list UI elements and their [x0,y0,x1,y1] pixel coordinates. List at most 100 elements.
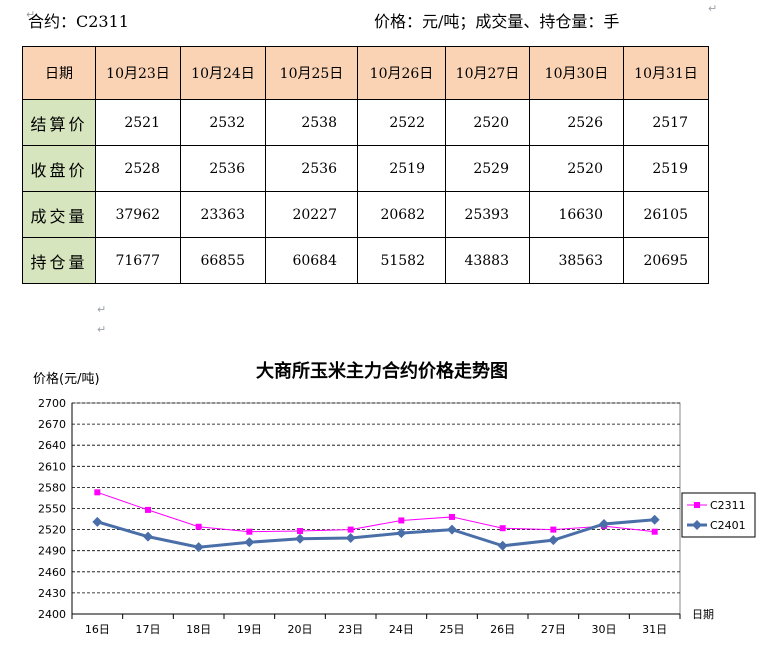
y-tick-label: 2640 [38,439,66,452]
y-tick-label: 2400 [38,608,66,621]
value-cell: 43883 [445,237,530,284]
row-label: 收盘价 [22,145,96,192]
data-point-C2311 [651,528,658,535]
paragraph-mark: ↵ [708,2,718,15]
data-point-C2401 [143,531,153,542]
x-tick-label: 17日 [136,623,161,636]
x-tick-label: 23日 [338,623,363,636]
date-cell: 10月25日 [265,46,358,100]
x-tick-label: 31日 [642,623,667,636]
value-cell: 2529 [445,145,530,192]
legend-marker [692,520,702,530]
x-tick-label: 19日 [237,623,262,636]
data-point-C2311 [398,517,405,524]
legend-marker [694,502,700,508]
row-label: 结算价 [22,99,96,146]
x-tick-label: 24日 [389,623,414,636]
value-cell: 26105 [623,191,709,238]
date-cell: 10月27日 [445,46,530,100]
price-table: 日期 10月23日 10月24日 10月25日 10月26日 10月27日 10… [22,46,709,284]
table-row: 收盘价 2528 2536 2536 2519 2529 2520 2519 [22,145,709,192]
date-cell: 10月31日 [623,46,709,100]
data-point-C2311 [297,528,303,535]
data-point-C2401 [92,516,103,527]
value-cell: 66855 [180,237,266,284]
data-point-C2401 [244,537,255,548]
data-point-C2401 [447,524,457,535]
data-point-C2311 [145,506,151,513]
paragraph-mark: ↵ [97,303,107,316]
data-point-C2401 [345,533,356,544]
data-point-C2401 [649,514,660,525]
value-cell: 2519 [623,145,709,192]
table-row: 结算价 2521 2532 2538 2522 2520 2526 2517 [22,99,709,146]
y-tick-label: 2490 [38,545,66,558]
contract-label: 合约：C2311 [28,12,129,31]
legend-label: C2401 [710,519,746,532]
y-tick-label: 2520 [38,524,66,537]
units-label: 价格：元/吨；成交量、持仓量：手 [374,12,620,31]
value-cell: 25393 [445,191,530,238]
data-point-C2401 [548,535,559,546]
legend-label: C2311 [710,499,746,512]
x-tick-label: 27日 [541,623,566,636]
value-cell: 60684 [265,237,358,284]
value-cell: 2520 [529,145,624,192]
series-line-C2401 [96,518,655,549]
paragraph-mark: ↵ [97,323,107,336]
y-axis-label: 价格(元/吨) [33,372,100,387]
value-cell: 23363 [180,191,266,238]
series-line-C2311 [97,491,655,533]
value-cell: 51582 [357,237,446,284]
x-tick-label: 16日 [85,623,110,636]
chart-title: 大商所玉米主力合约价格走势图 [256,361,508,382]
data-point-C2401 [396,528,407,539]
date-cell: 10月26日 [357,46,446,100]
value-cell: 2517 [623,99,709,146]
data-point-C2401 [497,540,508,551]
table-header-row: 日期 10月23日 10月24日 10月25日 10月26日 10月27日 10… [22,46,709,100]
data-point-C2401 [599,518,609,529]
table-row: 持仓量 71677 66855 60684 51582 43883 38563 … [22,237,709,284]
data-point-C2311 [195,523,202,530]
date-cell: 10月30日 [529,46,624,100]
x-tick-label: 26日 [490,623,515,636]
document-header: ↵ 合约：C2311 价格：元/吨；成交量、持仓量：手 ↵ [26,2,728,32]
data-point-C2311 [246,528,253,535]
x-axis-label: 日期 [692,608,714,621]
date-cell: 10月24日 [180,46,266,100]
y-tick-label: 2430 [38,587,66,600]
value-cell: 71677 [95,237,181,284]
table-row: 成交量 37962 23363 20227 20682 25393 16630 … [22,191,709,238]
y-tick-label: 2610 [38,460,66,473]
legend-box [681,492,756,538]
value-cell: 2528 [95,145,181,192]
y-tick-label: 2700 [38,397,66,410]
data-point-C2401 [193,542,204,553]
y-tick-label: 2580 [38,481,66,494]
y-tick-label: 2550 [38,503,66,516]
y-tick-label: 2460 [38,566,66,579]
data-point-C2401 [295,533,305,544]
data-point-C2311 [550,526,557,533]
date-cell: 10月23日 [95,46,181,100]
value-cell: 2522 [357,99,446,146]
row-label: 成交量 [22,191,96,238]
data-point-C2311 [449,513,455,520]
data-point-C2311 [499,525,506,532]
y-tick-label: 2670 [38,418,66,431]
data-point-C2311 [347,526,354,533]
value-cell: 20682 [357,191,446,238]
value-cell: 16630 [529,191,624,238]
value-cell: 2521 [95,99,181,146]
x-tick-label: 30日 [592,623,617,636]
paragraph-mark: ↵ [26,8,36,21]
value-cell: 2536 [180,145,266,192]
x-tick-label: 25日 [440,623,465,636]
date-header-cell: 日期 [22,46,96,100]
value-cell: 20695 [623,237,709,284]
x-tick-label: 18日 [186,623,211,636]
x-tick-label: 20日 [288,623,313,636]
data-point-C2311 [94,489,101,496]
